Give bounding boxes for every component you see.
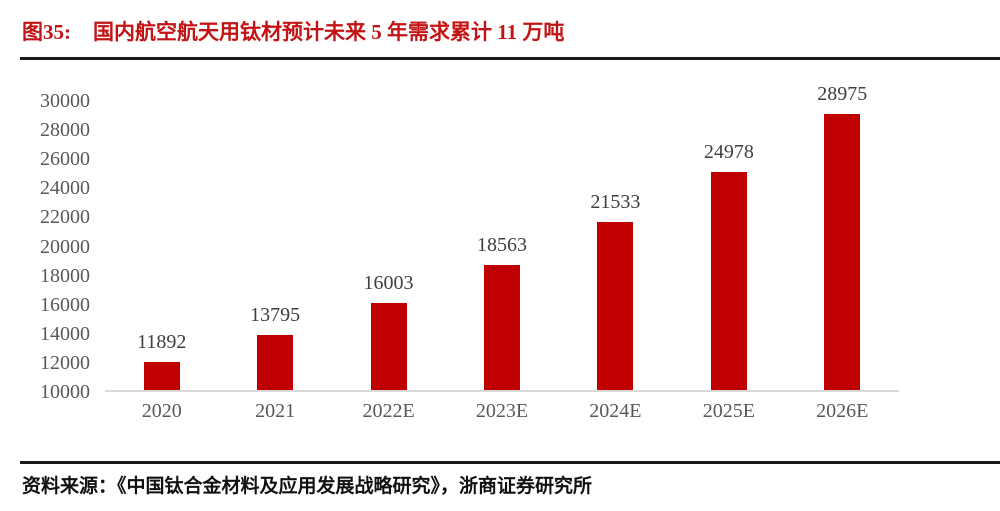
bar <box>710 172 747 390</box>
bar-value-label: 11892 <box>137 331 187 354</box>
y-axis-tick-label: 22000 <box>40 206 90 229</box>
y-axis-tick-label: 28000 <box>40 119 90 142</box>
title-divider-rule <box>20 57 1000 60</box>
chart-column: 18563 2023E <box>445 101 558 422</box>
bar-value-label: 18563 <box>476 234 527 257</box>
figure-number-label: 图35: <box>22 20 71 44</box>
x-axis-label: 2024E <box>589 400 642 422</box>
x-axis-label: 2025E <box>702 400 755 422</box>
chart-column: 16003 2022E <box>332 101 445 422</box>
bar <box>143 362 180 390</box>
figure-title: 国内航空航天用钛材预计未来 5 年需求累计 11 万吨 <box>93 20 565 44</box>
x-axis-label: 2020 <box>141 400 182 422</box>
y-axis-tick-label: 16000 <box>40 293 90 316</box>
bar <box>824 113 861 390</box>
chart-column: 24978 2025E <box>672 101 785 422</box>
y-axis-tick-label: 18000 <box>40 264 90 287</box>
x-axis-label: 2026E <box>816 400 869 422</box>
source-divider-rule <box>20 461 1000 464</box>
y-axis: 10000 12000 14000 16000 18000 20000 22000 24000… <box>28 91 90 402</box>
bar-value-label: 13795 <box>250 303 301 326</box>
bar-value-label: 28975 <box>817 82 868 105</box>
y-axis-tick-label: 26000 <box>40 148 90 171</box>
y-axis-tick-label: 30000 <box>40 90 90 112</box>
bar <box>257 334 294 390</box>
x-axis-label: 2021 <box>255 400 296 422</box>
chart-column: 21533 2024E <box>559 101 672 422</box>
bar-value-label: 24978 <box>703 141 754 164</box>
chart-column: 11892 2020 <box>105 101 218 422</box>
source-text: 资料来源：《中国钛合金材料及应用发展战略研究》，浙商证券研究所 <box>22 476 593 497</box>
y-axis-tick-label: 14000 <box>40 322 90 345</box>
y-axis-tick-label: 10000 <box>40 381 90 403</box>
bar-value-label: 16003 <box>363 271 414 294</box>
plot-area: 11892 2020 13795 2021 16003 2022E 18563 2023E 21… <box>105 83 899 422</box>
x-axis-label: 2022E <box>362 400 415 422</box>
bar <box>370 302 407 390</box>
y-axis-tick-label: 20000 <box>40 235 90 258</box>
x-axis-label: 2023E <box>475 400 529 422</box>
y-axis-tick-label: 24000 <box>40 177 90 200</box>
bar <box>597 222 634 390</box>
bar-value-label: 21533 <box>590 191 641 214</box>
bar <box>483 265 520 390</box>
y-axis-tick-label: 12000 <box>40 351 90 374</box>
figure-header: 图35: 国内航空航天用钛材预计未来 5 年需求累计 11 万吨 <box>22 16 564 46</box>
chart-column: 28975 2026E <box>786 83 899 422</box>
chart-column: 13795 2021 <box>218 101 331 422</box>
